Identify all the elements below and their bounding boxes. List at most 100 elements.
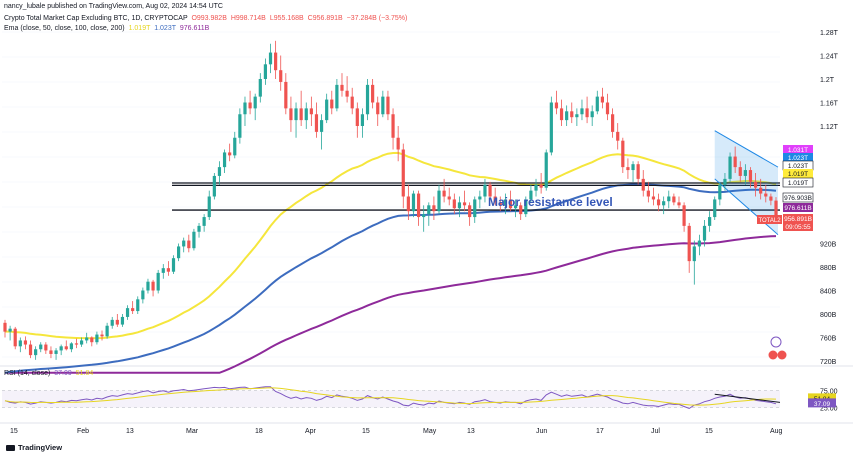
rsi-title: RSI (14, close) [4,370,51,377]
ema100-value: 1.023T [154,25,176,32]
earnings-icon [768,350,778,360]
rsi-trendline [714,393,781,403]
candle-body [90,337,94,343]
symbol-title: Crypto Total Market Cap Excluding BTC, 1… [4,15,188,22]
candle-body [386,96,390,115]
time-tick-label: Jul [651,428,660,435]
event-icons [768,336,787,360]
candle-body [125,308,130,317]
candle-body [539,184,543,188]
candle-body [519,205,523,215]
time-tick-label: 17 [596,428,604,435]
price-label-box: 1.023T [783,153,813,162]
candle-body [692,246,696,262]
candle-body [656,199,661,206]
candle-body [187,240,191,249]
candle-body [335,84,339,109]
price-label-bg [783,145,813,154]
candle-body [702,225,707,241]
candle-body [585,108,589,118]
candle-body [442,190,446,197]
time-tick-label: 15 [705,428,713,435]
candle-body [319,120,324,132]
candles [3,40,778,360]
candle-body [274,52,278,71]
candle-body [401,149,405,197]
candle-body [177,246,181,259]
price-label-bg [783,214,813,223]
candle-body [309,108,313,115]
candle-body [713,199,717,218]
price-label-bg [783,169,813,178]
candle-body [728,156,732,179]
candle-body [248,102,252,109]
price-label-bg [783,222,813,231]
candle-body [667,196,671,202]
candle-body [600,96,604,103]
candle-body [432,205,436,212]
candle-body [105,325,109,337]
tradingview-logo[interactable]: TradingView [6,443,62,452]
candle-body [8,328,12,332]
candle-body [738,167,742,176]
price-label-text: 976.611B [784,205,811,212]
time-tick-label: Mar [186,428,199,435]
price-tick-label: 1.12T [820,124,839,131]
candle-body [554,102,559,109]
candle-body [171,258,176,272]
candle-body [325,99,329,121]
candle-body [314,114,319,132]
symbol-legend[interactable]: Crypto Total Market Cap Excluding BTC, 1… [4,15,407,22]
candle-body [662,201,666,206]
rsi-legend[interactable]: RSI (14, close) 37.09 51.84 [4,370,93,377]
candle-body [207,196,211,218]
candle-body [759,187,763,194]
candle-body [238,114,242,138]
publisher-line: nancy_lubale published on TradingView.co… [4,3,223,10]
candle-body [718,184,722,200]
price-tick-label: 800B [820,312,837,319]
candle-body [748,170,753,182]
time-tick-label: 15 [362,428,370,435]
candle-body [427,205,431,215]
price-tick-label: 720B [820,359,837,366]
candle-body [646,190,650,197]
candle-body [595,96,599,112]
candle-body [437,190,441,212]
candle-body [677,202,681,206]
candle-body [299,108,303,121]
candle-body [28,344,33,356]
price-label-box: 976.903B [782,192,814,203]
candle-body [141,290,145,300]
candle-body [605,102,610,115]
candle-body [570,111,574,118]
candle-body [636,164,640,179]
ema-legend[interactable]: Ema (close, 50, close, 100, close, 200) … [4,25,209,32]
candle-body [110,319,114,326]
candle-body [774,200,778,222]
price-label-text: 1.019T [788,180,808,187]
candle-body [34,349,38,356]
price-label-bg [783,153,813,162]
price-tick-label: 1.24T [820,54,839,61]
candle-body [49,350,53,354]
price-label-text: 976.903B [784,195,812,202]
candle-body [74,343,79,345]
candle-body [478,196,482,200]
price-label-box: 1.019T [782,177,814,188]
price-tick-label: 880B [820,265,837,272]
ema50-line [4,151,777,340]
price-label-box: 1.019T [783,169,813,178]
candle-body [243,102,247,115]
candle-body [69,343,73,350]
rsi-tick-label: 75.00 [820,389,838,396]
candle-body [202,217,206,226]
rsi-value-bg [808,393,836,403]
rsi-line [4,386,777,410]
candle-body [13,328,17,347]
price-tick-label: 1.28T [820,30,839,37]
price-tick-label: 760B [820,336,837,343]
candle-body [651,196,656,200]
candle-body [233,137,237,156]
